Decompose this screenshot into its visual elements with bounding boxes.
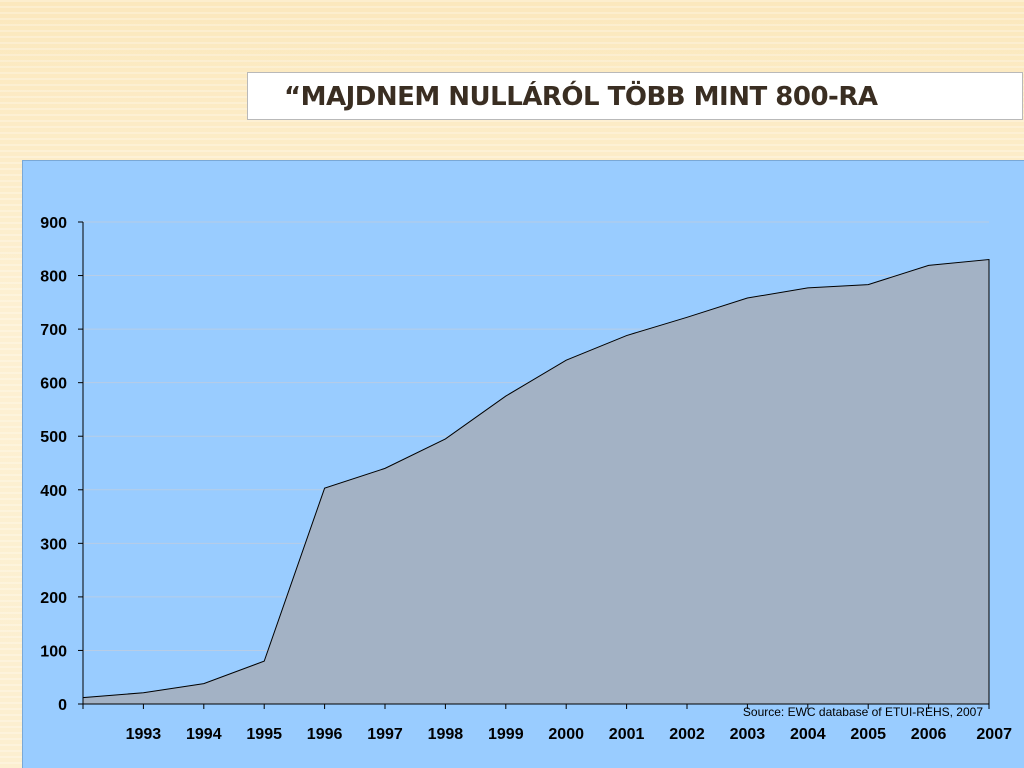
x-tick-label: 2001: [609, 726, 645, 743]
x-tick-label: 1999: [488, 726, 524, 743]
y-tick-label: 900: [40, 215, 67, 232]
x-tick-label: 1993: [126, 726, 162, 743]
y-tick-label: 300: [40, 536, 67, 553]
x-tick-label: 1997: [367, 726, 403, 743]
x-tick-label: 1995: [246, 726, 282, 743]
area-series: [82, 258, 990, 705]
slide-title: “MAJDNEM NULLÁRÓL TÖBB MINT 800-RA: [284, 82, 878, 112]
x-tick-label: 1996: [307, 726, 343, 743]
x-tick-label: 2006: [911, 726, 947, 743]
y-tick-label: 500: [40, 429, 67, 446]
source-annotation: Source: EWC database of ETUI-REHS, 2007: [743, 705, 983, 719]
x-tick-label: 2000: [548, 726, 584, 743]
x-tick-label: 1998: [428, 726, 464, 743]
y-tick-label: 200: [40, 590, 67, 607]
y-axis-ticks: 0 100 200 300 400 500 600 700 800 900: [40, 215, 83, 714]
y-tick-label: 600: [40, 376, 67, 393]
x-tick-label: 2005: [850, 726, 886, 743]
x-tick-label: 2007: [976, 726, 1012, 743]
x-tick-label: 2003: [730, 726, 766, 743]
y-tick-label: 0: [58, 697, 67, 714]
axes: [82, 222, 989, 705]
x-axis-ticks: 1993 1994 1995 1996 1997 1998 1999 2000 2001 2002…: [82, 704, 1012, 743]
y-tick-label: 700: [40, 322, 67, 339]
y-tick-label: 100: [40, 643, 67, 660]
y-tick-label: 400: [40, 483, 67, 500]
x-tick-label: 1994: [186, 726, 222, 743]
y-tick-label: 800: [40, 269, 67, 286]
x-tick-label: 2002: [669, 726, 705, 743]
x-tick-label: 2004: [790, 726, 826, 743]
title-box: “MAJDNEM NULLÁRÓL TÖBB MINT 800-RA: [247, 72, 1023, 120]
